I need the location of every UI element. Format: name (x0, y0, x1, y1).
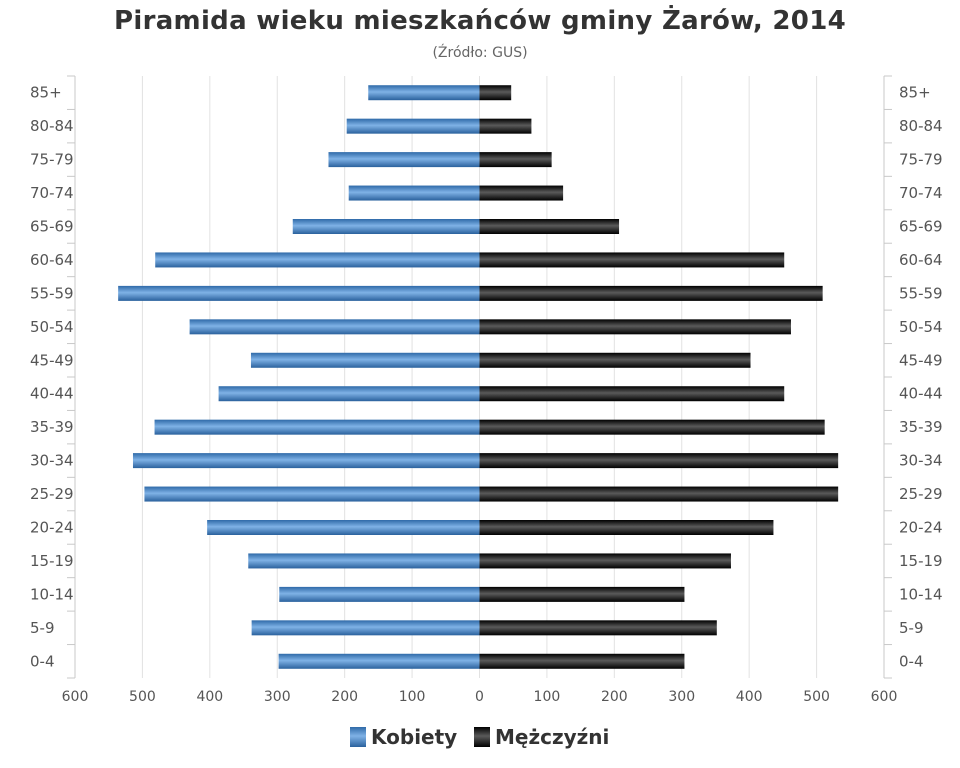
category-label-left: 75-79 (30, 151, 74, 169)
x-tick-label: 600 (62, 689, 89, 705)
category-label-right: 65-69 (899, 218, 943, 236)
category-label-left: 35-39 (30, 418, 74, 436)
category-label-left: 70-74 (30, 184, 74, 202)
legend-swatch (474, 727, 490, 747)
x-tick-label: 200 (601, 689, 628, 705)
bar-mezczyzni[interactable] (479, 553, 731, 569)
category-label-right: 5-9 (899, 619, 924, 637)
legend-item-kobiety[interactable]: Kobiety (350, 725, 457, 749)
category-label-right: 75-79 (899, 151, 943, 169)
bar-kobiety[interactable] (154, 419, 480, 435)
category-label-right: 10-14 (899, 585, 943, 603)
x-tick-label: 100 (399, 689, 426, 705)
bar-mezczyzni[interactable] (479, 453, 839, 469)
category-label-right: 50-54 (899, 318, 943, 336)
bar-mezczyzni[interactable] (479, 352, 751, 368)
bar-kobiety[interactable] (132, 453, 480, 469)
bar-kobiety[interactable] (279, 586, 480, 602)
category-label-left: 15-19 (30, 552, 74, 570)
category-label-right: 15-19 (899, 552, 943, 570)
category-label-right: 45-49 (899, 351, 943, 369)
x-tick-label: 300 (264, 689, 291, 705)
bar-kobiety[interactable] (118, 285, 480, 301)
x-tick-label: 400 (196, 689, 223, 705)
category-label-left: 0-4 (30, 652, 55, 670)
category-label-right: 25-29 (899, 485, 943, 503)
category-label-left: 20-24 (30, 519, 74, 537)
bar-mezczyzni[interactable] (479, 620, 717, 636)
bar-kobiety[interactable] (292, 219, 480, 234)
category-label-left: 30-34 (30, 452, 74, 470)
category-label-left: 65-69 (30, 218, 74, 236)
legend-item-mezczyzni[interactable]: Mężczyźni (474, 725, 609, 749)
bar-mezczyzni[interactable] (479, 653, 685, 669)
category-label-left: 80-84 (30, 117, 74, 135)
bar-mezczyzni[interactable] (479, 152, 552, 168)
legend-swatch (350, 727, 366, 747)
bar-mezczyzni[interactable] (479, 419, 825, 435)
category-label-right: 0-4 (899, 652, 924, 670)
x-tick-label: 100 (534, 689, 561, 705)
category-label-left: 60-64 (30, 251, 74, 269)
bar-mezczyzni[interactable] (479, 85, 512, 101)
bar-mezczyzni[interactable] (479, 185, 564, 201)
x-tick-label: 600 (871, 689, 898, 705)
bar-mezczyzni[interactable] (479, 486, 839, 502)
category-label-left: 85+ (30, 84, 62, 102)
bar-mezczyzni[interactable] (479, 319, 791, 335)
x-tick-label: 200 (331, 689, 358, 705)
bar-kobiety[interactable] (251, 620, 480, 636)
category-label-right: 60-64 (899, 251, 943, 269)
bar-mezczyzni[interactable] (479, 386, 785, 402)
category-label-right: 55-59 (899, 284, 943, 302)
category-label-right: 70-74 (899, 184, 943, 202)
category-label-right: 20-24 (899, 519, 943, 537)
category-label-left: 25-29 (30, 485, 74, 503)
legend[interactable]: Kobiety Mężczyźni (350, 725, 609, 749)
category-label-right: 35-39 (899, 418, 943, 436)
bar-kobiety[interactable] (218, 386, 480, 402)
bar-kobiety[interactable] (207, 520, 480, 535)
category-label-left: 50-54 (30, 318, 74, 336)
category-label-left: 55-59 (30, 284, 74, 302)
chart-subtitle: (Źródło: GUS) (432, 45, 528, 61)
labels-layer: 600 500 400 300 200 100 0 100 200 300 400 500 600 85+… (30, 84, 943, 705)
bar-mezczyzni[interactable] (479, 252, 785, 268)
bar-kobiety[interactable] (250, 352, 480, 368)
x-tick-label: 500 (129, 689, 156, 705)
bar-mezczyzni[interactable] (479, 520, 774, 535)
bar-kobiety[interactable] (368, 85, 480, 101)
legend-label: Mężczyźni (495, 725, 609, 749)
bar-kobiety[interactable] (348, 185, 480, 201)
x-tick-label: 400 (736, 689, 763, 705)
x-tick-label: 300 (668, 689, 695, 705)
bar-kobiety[interactable] (189, 319, 480, 335)
category-label-left: 5-9 (30, 619, 55, 637)
bar-mezczyzni[interactable] (479, 586, 685, 602)
category-label-right: 85+ (899, 84, 931, 102)
category-label-left: 45-49 (30, 351, 74, 369)
bar-kobiety[interactable] (144, 486, 480, 502)
category-label-left: 10-14 (30, 585, 74, 603)
axis-layer (67, 75, 892, 679)
legend-label: Kobiety (371, 725, 457, 749)
bar-mezczyzni[interactable] (479, 118, 532, 134)
category-label-right: 80-84 (899, 117, 943, 135)
bar-kobiety[interactable] (346, 118, 480, 134)
bar-mezczyzni[interactable] (479, 285, 823, 301)
bar-mezczyzni[interactable] (479, 219, 620, 234)
category-label-left: 40-44 (30, 385, 74, 403)
chart-title: Piramida wieku mieszkańców gminy Żarów, … (114, 6, 846, 36)
bar-kobiety[interactable] (328, 152, 480, 168)
bar-kobiety[interactable] (155, 252, 480, 268)
bars-layer (118, 85, 839, 669)
bar-kobiety[interactable] (278, 653, 480, 669)
x-tick-label: 0 (475, 689, 484, 705)
category-label-right: 30-34 (899, 452, 943, 470)
x-tick-label: 500 (803, 689, 830, 705)
bar-kobiety[interactable] (248, 553, 480, 569)
category-label-right: 40-44 (899, 385, 943, 403)
